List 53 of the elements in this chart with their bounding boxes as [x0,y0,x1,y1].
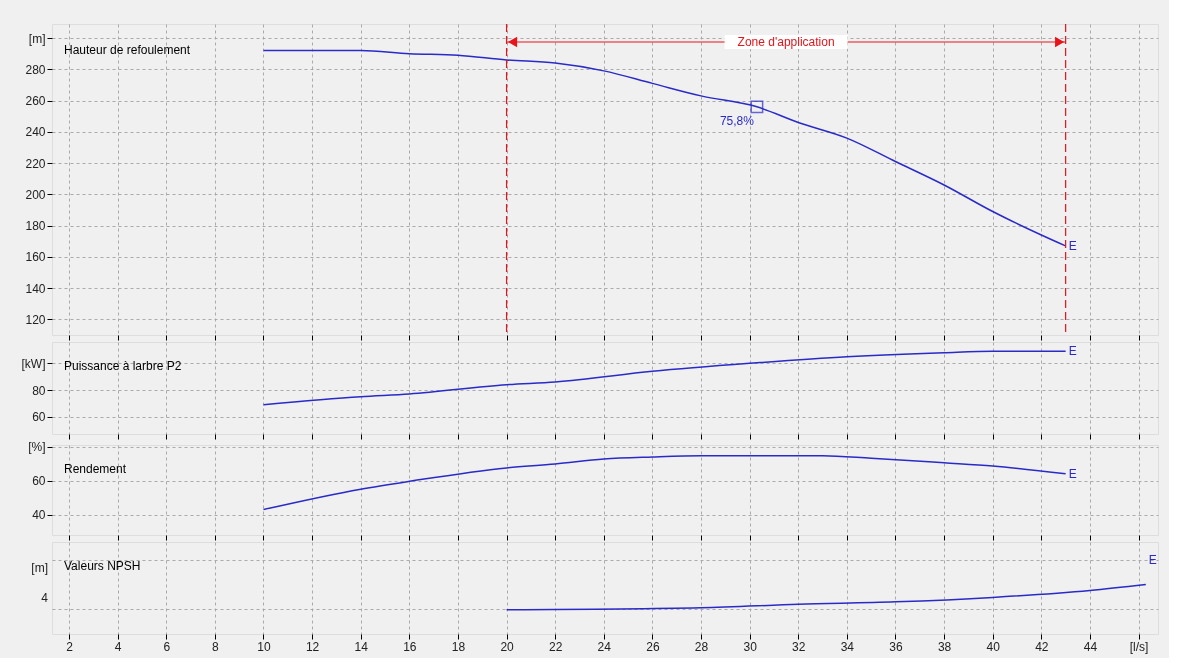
y-tick-label: 40 [32,508,46,523]
x-tick-label: 30 [743,639,758,654]
x-tick-label: 42 [1035,639,1049,654]
x-tick-label: 34 [840,639,855,654]
y-tick-label: 60 [32,410,46,425]
x-tick-label: 22 [548,639,563,654]
y-tick-label: 260 [25,94,46,109]
y-tick-label: 280 [25,62,46,77]
x-tick-label: 40 [986,639,1001,654]
x-tick-label: 8 [212,639,220,654]
x-tick-label: [l/s] [1129,639,1149,654]
y-tick-label: 240 [25,125,46,140]
y-tick-label: 140 [25,281,46,296]
x-tick-label: 18 [451,639,466,654]
y-tick-label: 80 [32,383,46,398]
x-tick-label: 2 [66,639,74,654]
x-tick-label: 24 [597,639,612,654]
y-tick-label: 200 [25,187,46,202]
x-tick-label: 6 [163,639,171,654]
x-tick-label: 44 [1083,639,1098,654]
y-tick-label: 60 [32,474,46,489]
annotation: E [1068,344,1077,359]
x-tick-label: 32 [792,639,806,654]
chart-title: Valeurs NPSH [64,559,141,573]
annotation: E [1068,466,1077,481]
y-tick-label: 160 [25,250,46,265]
annotation: 75,8% [719,113,755,128]
text: Hauteur de refoulement [64,43,191,57]
y-tick-label: [kW] [21,356,46,371]
x-tick-label: 20 [500,639,515,654]
text: Rendement [64,462,127,476]
x-tick-label: 10 [257,639,271,654]
x-tick-label: 16 [403,639,417,654]
x-tick-label: 26 [646,639,660,654]
x-tick-label: 36 [889,639,903,654]
x-tick-label: 38 [937,639,952,654]
line-series [262,350,1067,406]
x-tick-label: 12 [305,639,320,654]
annotation: Zone d'application [737,35,835,49]
x-tick-label: 28 [694,639,709,654]
y-tick-label: 220 [25,156,46,171]
y-tick-label: [m] [28,31,46,46]
annotation: E [1148,552,1157,567]
line-series [262,454,1067,511]
x-tick-label: 4 [114,639,122,654]
y-tick-label: 120 [25,312,46,327]
y-tick-label: 180 [25,219,46,234]
annotation: E [1068,238,1077,253]
line-series [262,49,1067,247]
text: Puissance à larbre P2 [64,359,182,373]
x-tick-label: 14 [354,639,369,654]
text: 4 [41,591,49,606]
y-tick-label: [%] [28,440,46,455]
